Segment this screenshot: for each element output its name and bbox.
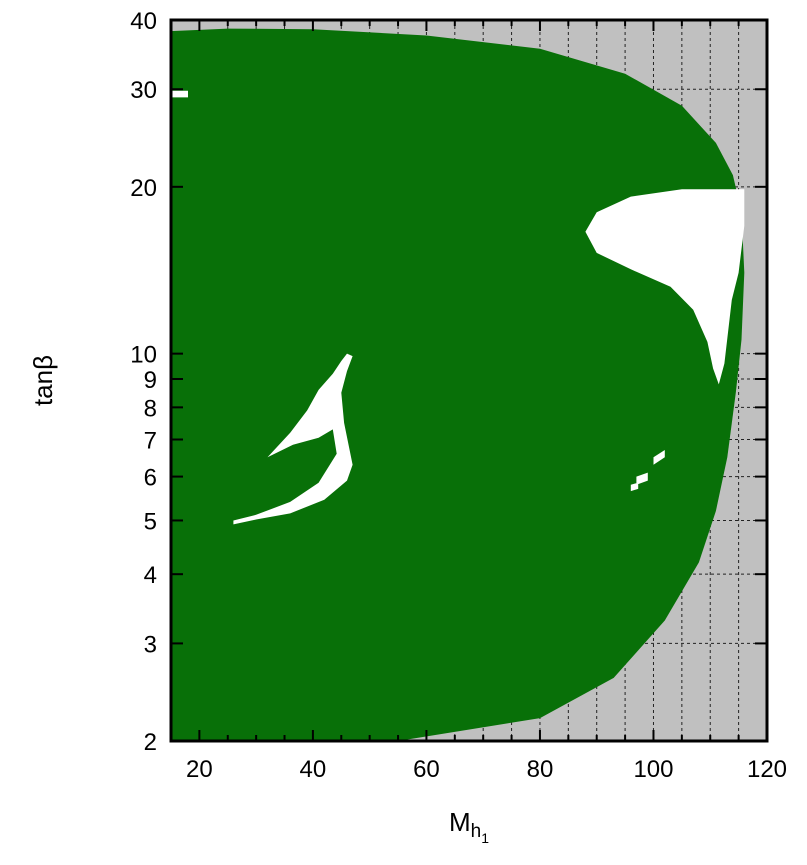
unallowed-holes: [171, 90, 745, 525]
y-tick-label: 30: [130, 77, 157, 104]
allowed-region: [171, 28, 745, 742]
y-tick-label: 2: [144, 729, 157, 756]
x-tick-label: 100: [633, 756, 673, 783]
y-tick-label: 10: [130, 342, 157, 369]
y-tick-label: 20: [130, 175, 157, 202]
x-axis-title-subsubscript: 1: [481, 830, 489, 846]
x-tick-label: 60: [413, 756, 440, 783]
y-tick-label: 5: [144, 508, 157, 535]
y-axis-title: tanβ: [28, 355, 58, 406]
x-axis-title-subscript: h: [471, 821, 482, 842]
y-tick-label: 6: [144, 465, 157, 492]
x-axis-title-main: M: [449, 807, 471, 837]
x-tick-label: 120: [747, 756, 787, 783]
y-tick-label: 9: [144, 367, 157, 394]
x-axis-title: Mh1: [449, 807, 489, 846]
y-tick-label: 4: [144, 562, 157, 589]
x-tick-label: 40: [300, 756, 327, 783]
x-tick-label: 80: [527, 756, 554, 783]
y-tick-label: 7: [144, 427, 157, 454]
y-tick-label: 40: [130, 8, 157, 35]
plot-area: [171, 20, 767, 742]
plot-frame: [169, 18, 769, 743]
x-tick-label: 20: [186, 756, 213, 783]
x-axis: 20 40 60 80 100 120: [186, 20, 787, 783]
y-tick-label: 8: [144, 395, 157, 422]
y-tick-label: 3: [144, 631, 157, 658]
